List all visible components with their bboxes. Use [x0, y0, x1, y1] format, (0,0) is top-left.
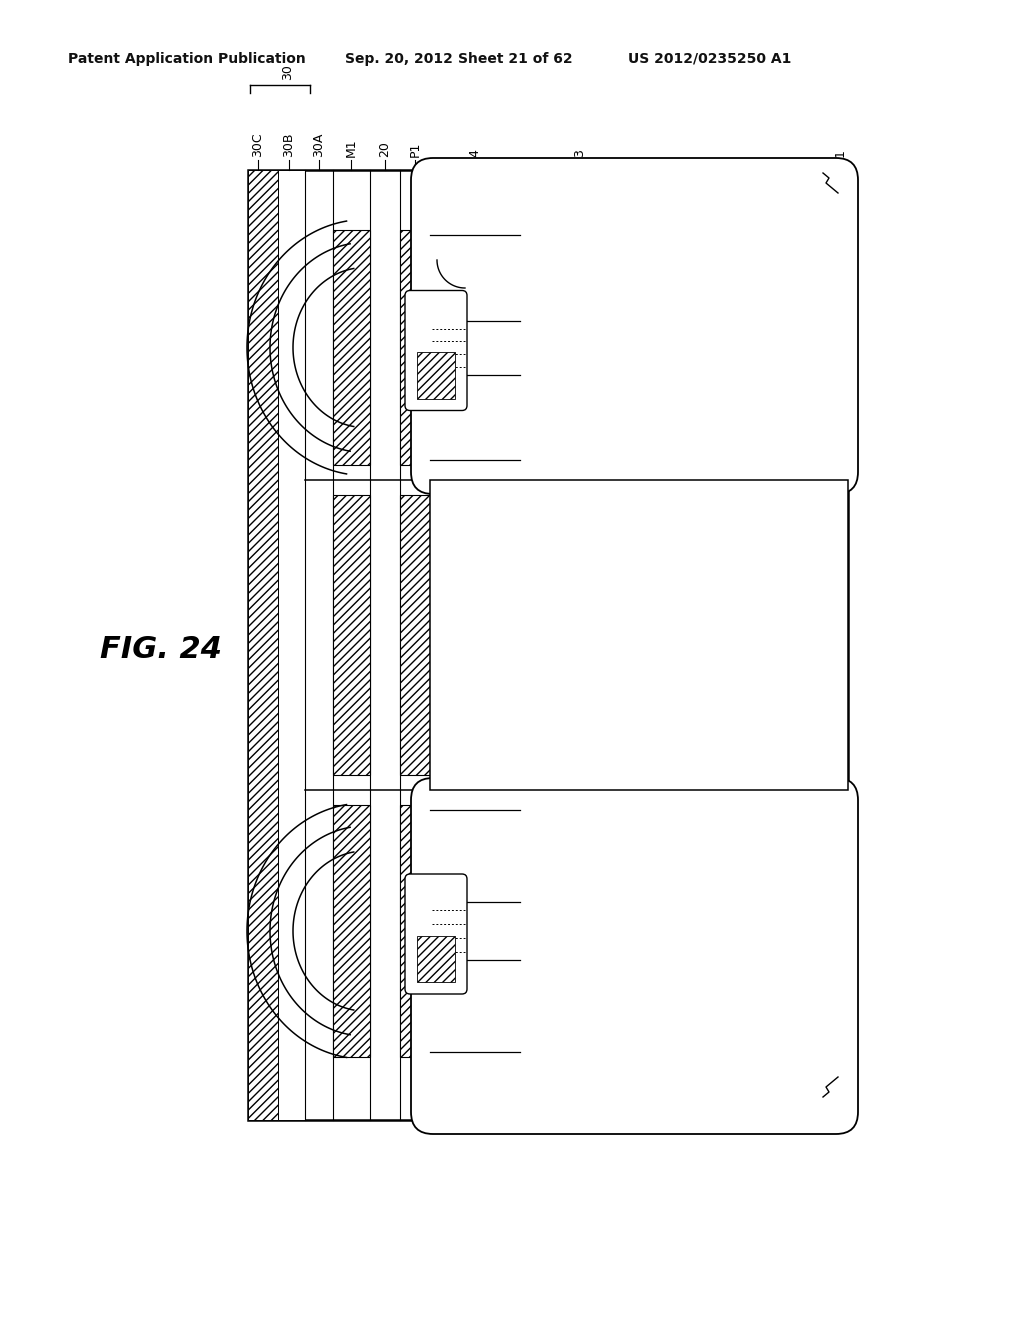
Text: Sep. 20, 2012: Sep. 20, 2012 — [345, 51, 453, 66]
FancyBboxPatch shape — [406, 290, 467, 411]
Text: 20: 20 — [379, 141, 391, 157]
Text: N$^-$: N$^-$ — [427, 338, 440, 358]
Text: P$^+$: P$^+$ — [689, 991, 711, 1008]
Bar — [333, 805, 370, 1057]
Text: P: P — [437, 343, 451, 351]
Text: P$^+$: P$^+$ — [550, 991, 570, 1008]
Text: 30B: 30B — [283, 132, 296, 157]
Bar — [333, 495, 370, 775]
Text: P$^+$: P$^+$ — [689, 242, 711, 259]
Text: P$^+$: P$^+$ — [550, 242, 570, 259]
Text: P: P — [437, 927, 451, 935]
Text: P1: P1 — [409, 141, 422, 157]
Text: 30: 30 — [282, 65, 295, 81]
Text: N$^+$: N$^+$ — [476, 409, 496, 425]
Text: Sheet 21 of 62: Sheet 21 of 62 — [458, 51, 572, 66]
Text: N$^+$: N$^+$ — [476, 849, 496, 863]
Bar — [400, 495, 430, 775]
Text: Patent Application Publication: Patent Application Publication — [68, 51, 306, 66]
FancyBboxPatch shape — [406, 874, 467, 994]
Text: 30A: 30A — [312, 132, 326, 157]
Text: N$^+$: N$^+$ — [510, 598, 529, 612]
Text: N$^+$: N$^+$ — [476, 271, 496, 285]
Bar — [333, 230, 370, 465]
Bar — [430, 480, 848, 789]
Text: 3: 3 — [573, 149, 587, 157]
Text: 4: 4 — [469, 149, 481, 157]
Bar — [248, 170, 278, 1119]
Text: 1: 1 — [834, 149, 847, 157]
Bar — [400, 805, 430, 1057]
Text: N$^+$: N$^+$ — [476, 998, 496, 1014]
Text: FIG. 24: FIG. 24 — [100, 635, 222, 664]
Text: M1: M1 — [344, 139, 357, 157]
Bar — [400, 230, 430, 465]
Text: 30C: 30C — [252, 132, 264, 157]
Bar — [278, 170, 305, 1119]
Bar — [248, 170, 848, 1119]
Bar — [417, 352, 455, 399]
FancyBboxPatch shape — [411, 777, 858, 1134]
Text: P$^+$-sub: P$^+$-sub — [811, 609, 828, 661]
FancyBboxPatch shape — [411, 158, 858, 494]
Bar — [417, 936, 455, 982]
Text: N$^-$: N$^-$ — [427, 921, 440, 941]
Text: US 2012/0235250 A1: US 2012/0235250 A1 — [628, 51, 792, 66]
Text: P-epi: P-epi — [613, 628, 647, 642]
